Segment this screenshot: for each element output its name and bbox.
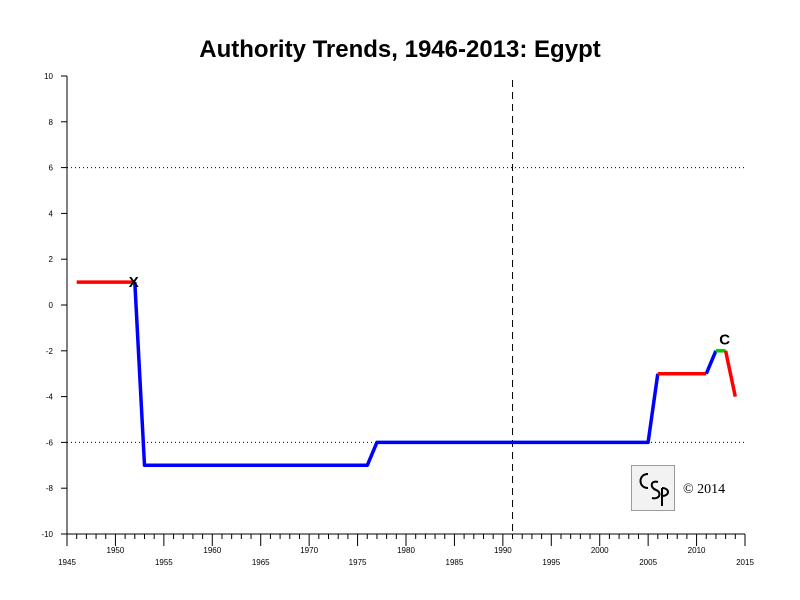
y-tick-label: 10 <box>44 72 53 81</box>
annotations: XC <box>129 274 730 348</box>
x-tick-label: 1995 <box>542 558 560 567</box>
csp-logo-icon <box>639 473 669 506</box>
y-tick-label: -2 <box>46 347 54 356</box>
annotation-label: C <box>719 331 730 348</box>
y-tick-label: 2 <box>49 255 54 264</box>
x-tick-label: 1945 <box>58 558 76 567</box>
copyright-text: © 2014 <box>683 482 726 497</box>
y-tick-label: -6 <box>46 438 54 447</box>
chart-title: Authority Trends, 1946-2013: Egypt <box>199 36 601 63</box>
x-tick-label: 1980 <box>397 546 415 555</box>
series-line-segment <box>704 350 718 375</box>
x-tick-label: 1965 <box>252 558 270 567</box>
x-tick-label: 2015 <box>736 558 754 567</box>
x-tick-label: 2005 <box>639 558 657 567</box>
x-tick-label: 2010 <box>688 546 706 555</box>
axes: 10 8 6 4 2 0 -2 -4 -6 -8 -10 1945 1950 1955 1960 1965 19… <box>41 72 754 567</box>
series-line-segment <box>723 350 738 397</box>
x-tick-label: 1985 <box>446 558 464 567</box>
y-tick-label: 0 <box>49 301 54 310</box>
series-line-segment <box>133 282 660 468</box>
x-tick-label: 1975 <box>349 558 367 567</box>
y-tick-label: -4 <box>46 393 54 402</box>
x-tick-label: 1960 <box>203 546 221 555</box>
x-tick-label: 1990 <box>494 546 512 555</box>
x-tick-label: 1950 <box>107 546 125 555</box>
y-tick-label: -10 <box>41 530 53 539</box>
y-tick-label: 4 <box>49 209 54 218</box>
y-tick-label: 8 <box>49 118 54 127</box>
annotation-label: X <box>129 274 139 291</box>
y-tick-label: -8 <box>46 484 54 493</box>
x-tick-label: 1955 <box>155 558 173 567</box>
x-tick-label: 2000 <box>591 546 609 555</box>
data-series <box>76 280 738 468</box>
y-tick-label: 6 <box>49 164 54 173</box>
x-tick-label: 1970 <box>300 546 318 555</box>
csp-logo <box>631 465 675 511</box>
